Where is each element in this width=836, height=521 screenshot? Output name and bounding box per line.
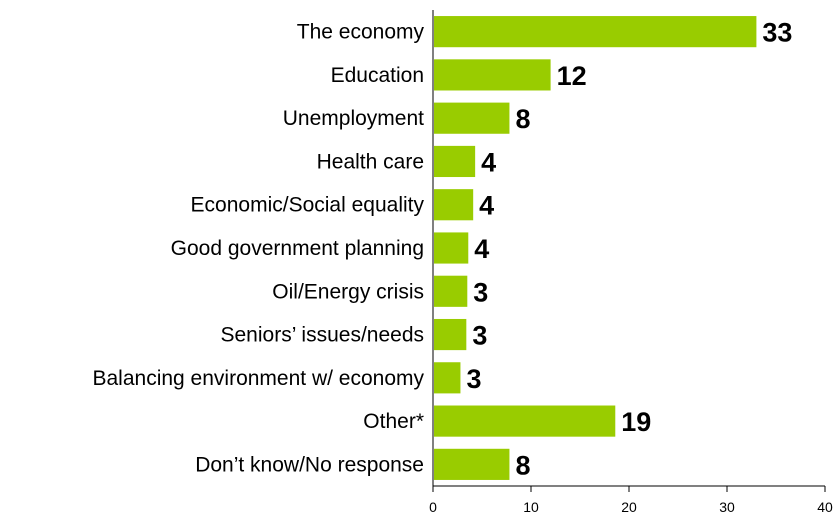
bar-economic-social-equality xyxy=(434,189,474,221)
bars-group xyxy=(434,16,757,480)
value-label-education: 12 xyxy=(557,61,587,91)
x-tick-label-10: 10 xyxy=(523,499,539,515)
value-label-the-economy: 33 xyxy=(762,18,792,48)
value-label-seniors-issues-needs: 3 xyxy=(472,321,487,351)
value-label-other: 19 xyxy=(621,407,651,437)
category-label-other: Other* xyxy=(363,410,424,433)
bar-seniors-issues-needs xyxy=(434,318,467,351)
value-label-health-care: 4 xyxy=(481,147,496,177)
x-tick-label-30: 30 xyxy=(719,499,735,515)
category-label-don-t-know-no-response: Don’t know/No response xyxy=(195,453,424,476)
bar-good-government-planning xyxy=(434,232,469,264)
value-label-good-government-planning: 4 xyxy=(474,234,489,264)
value-label-oil-energy-crisis: 3 xyxy=(473,277,488,307)
x-tick-label-0: 0 xyxy=(429,499,437,515)
category-label-unemployment: Unemployment xyxy=(283,107,424,130)
bar-the-economy xyxy=(434,16,757,48)
category-label-the-economy: The economy xyxy=(297,21,425,44)
bar-education xyxy=(434,59,551,91)
bar-balancing-environment-w-economy xyxy=(434,362,461,394)
value-label-balancing-environment-w-economy: 3 xyxy=(466,364,481,394)
category-label-education: Education xyxy=(331,64,424,87)
category-labels: The economy Education Unemployment Health c… xyxy=(92,21,424,477)
category-label-oil-energy-crisis: Oil/Energy crisis xyxy=(272,280,424,303)
category-label-balancing-environment-w-economy: Balancing environment w/ economy xyxy=(92,367,424,390)
bar-oil-energy-crisis xyxy=(434,275,468,307)
bar-other xyxy=(434,405,616,437)
bar-unemployment xyxy=(434,102,510,134)
category-label-economic-social-equality: Economic/Social equality xyxy=(191,194,425,217)
x-axis-ticks: 0 10 20 30 40 xyxy=(429,486,833,515)
value-label-don-t-know-no-response: 8 xyxy=(515,450,530,480)
category-label-seniors-issues-needs: Seniors’ issues/needs xyxy=(221,324,425,347)
bar-health-care xyxy=(434,145,476,178)
category-label-good-government-planning: Good government planning xyxy=(171,237,424,260)
value-label-economic-social-equality: 4 xyxy=(479,191,494,221)
x-tick-label-40: 40 xyxy=(817,499,833,515)
category-label-health-care: Health care xyxy=(317,150,424,173)
x-tick-label-20: 20 xyxy=(621,499,637,515)
value-label-unemployment: 8 xyxy=(515,104,530,134)
bar-don-t-know-no-response xyxy=(434,448,510,480)
